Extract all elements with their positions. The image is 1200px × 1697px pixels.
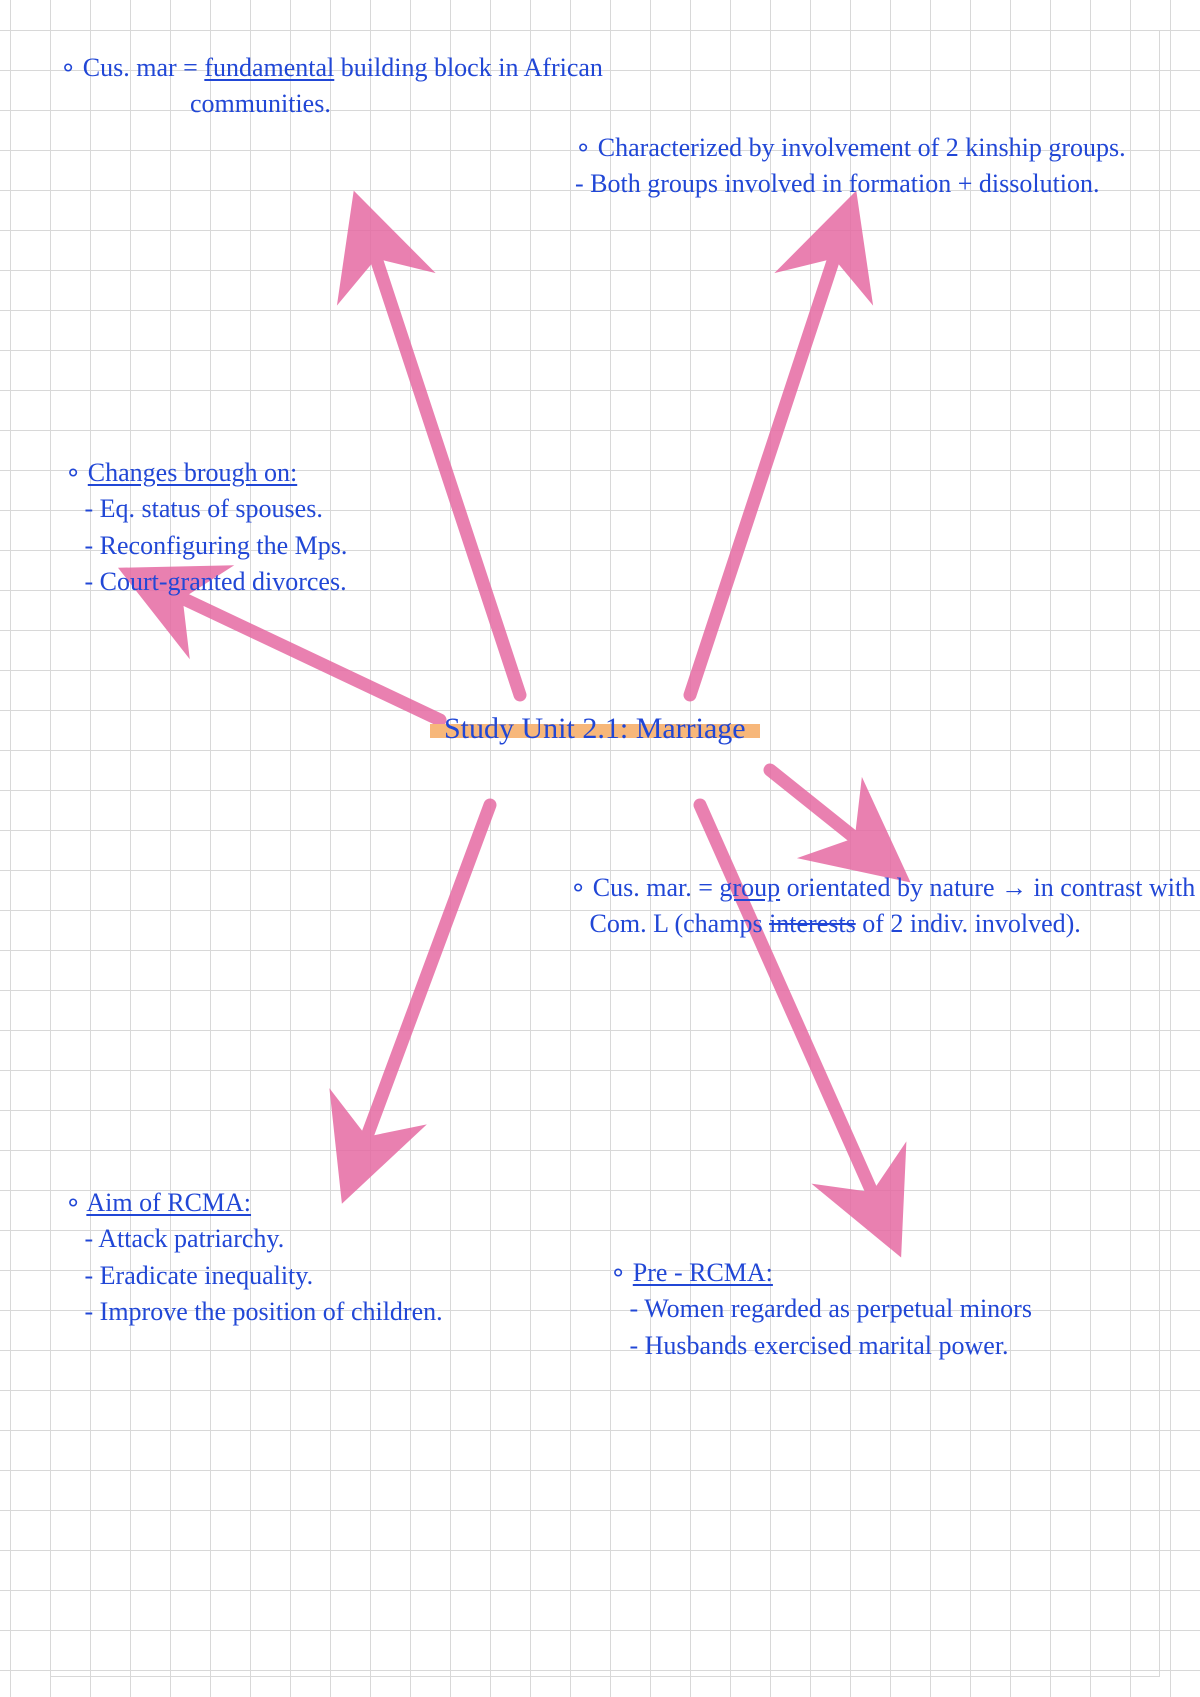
bullet: ∘ (610, 1258, 633, 1287)
center-title: Study Unit 2.1: Marriage (430, 710, 760, 748)
grid-background (0, 0, 1200, 1697)
note-top-left: ∘ Cus. mar = fundamental building block … (60, 50, 603, 123)
note-pre-rcma: ∘ Pre - RCMA: - Women regarded as perpet… (610, 1255, 1032, 1364)
note-heading: Pre - RCMA: (633, 1258, 773, 1287)
note-aim-rcma: ∘ Aim of RCMA: - Attack patriarchy. - Er… (65, 1185, 443, 1331)
note-left-changes: ∘ Changes brough on: - Eq. status of spo… (65, 455, 347, 601)
note-mid-right: ∘ Cus. mar. = group orientated by nature… (570, 870, 1195, 943)
bullet: ∘ (65, 458, 88, 487)
note-heading: Aim of RCMA: (86, 1188, 251, 1217)
note-heading: Changes brough on: (88, 458, 297, 487)
bullet: ∘ (65, 1188, 86, 1217)
bullet: ∘ (575, 133, 598, 162)
bullet: ∘ (60, 53, 83, 82)
note-top-right: ∘ Characterized by involvement of 2 kins… (575, 130, 1126, 203)
bullet: ∘ (570, 873, 593, 902)
